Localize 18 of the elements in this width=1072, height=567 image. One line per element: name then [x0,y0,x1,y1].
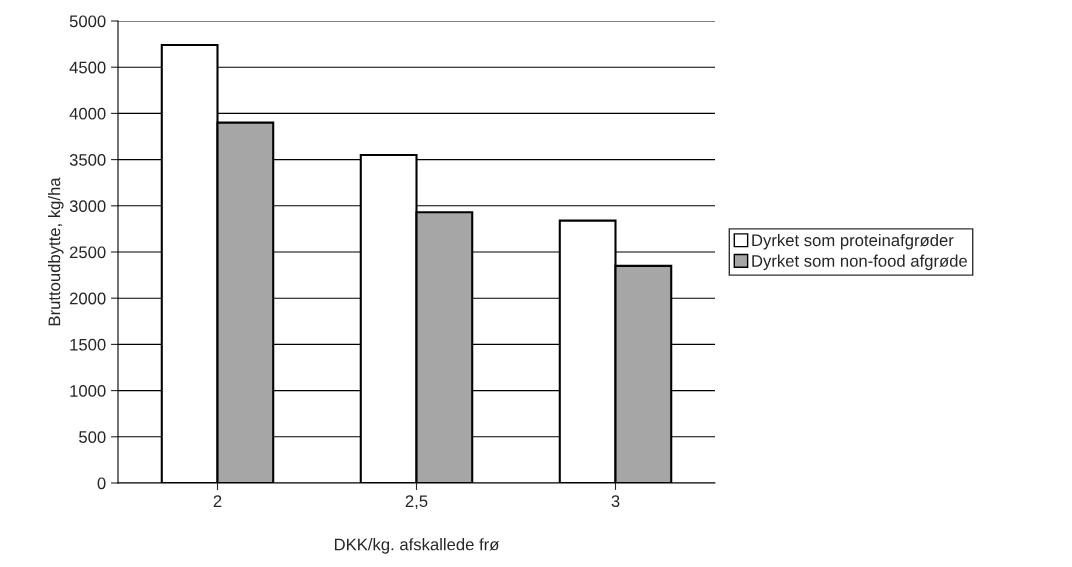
x-tick-label: 3 [611,495,620,508]
y-tick-label: 3000 [69,200,106,212]
legend-label: Dyrket som proteinafgrøder [752,233,954,250]
y-tick-label: 5000 [69,15,106,28]
y-tick-label: 500 [79,431,106,443]
x-axis-title: DKK/kg. afskallede frø [334,538,500,554]
y-tick-label: 2500 [69,246,106,259]
y-tick-label: 2000 [69,292,106,305]
y-tick-label: 1000 [70,385,106,397]
y-tick-label: 3500 [69,154,106,166]
y-tick-label: 4000 [69,107,106,120]
x-tick-label: 2 [213,495,222,507]
y-tick-label: 4500 [69,61,106,74]
y-tick-label: 0 [97,477,106,490]
legend-label: Dyrket som non-food afgrøde [752,254,967,271]
x-tick-label: 2,5 [405,495,428,510]
y-axis-title: Bruttoudbytte, kg/ha [48,177,64,326]
y-tick-label: 1500 [70,338,106,351]
